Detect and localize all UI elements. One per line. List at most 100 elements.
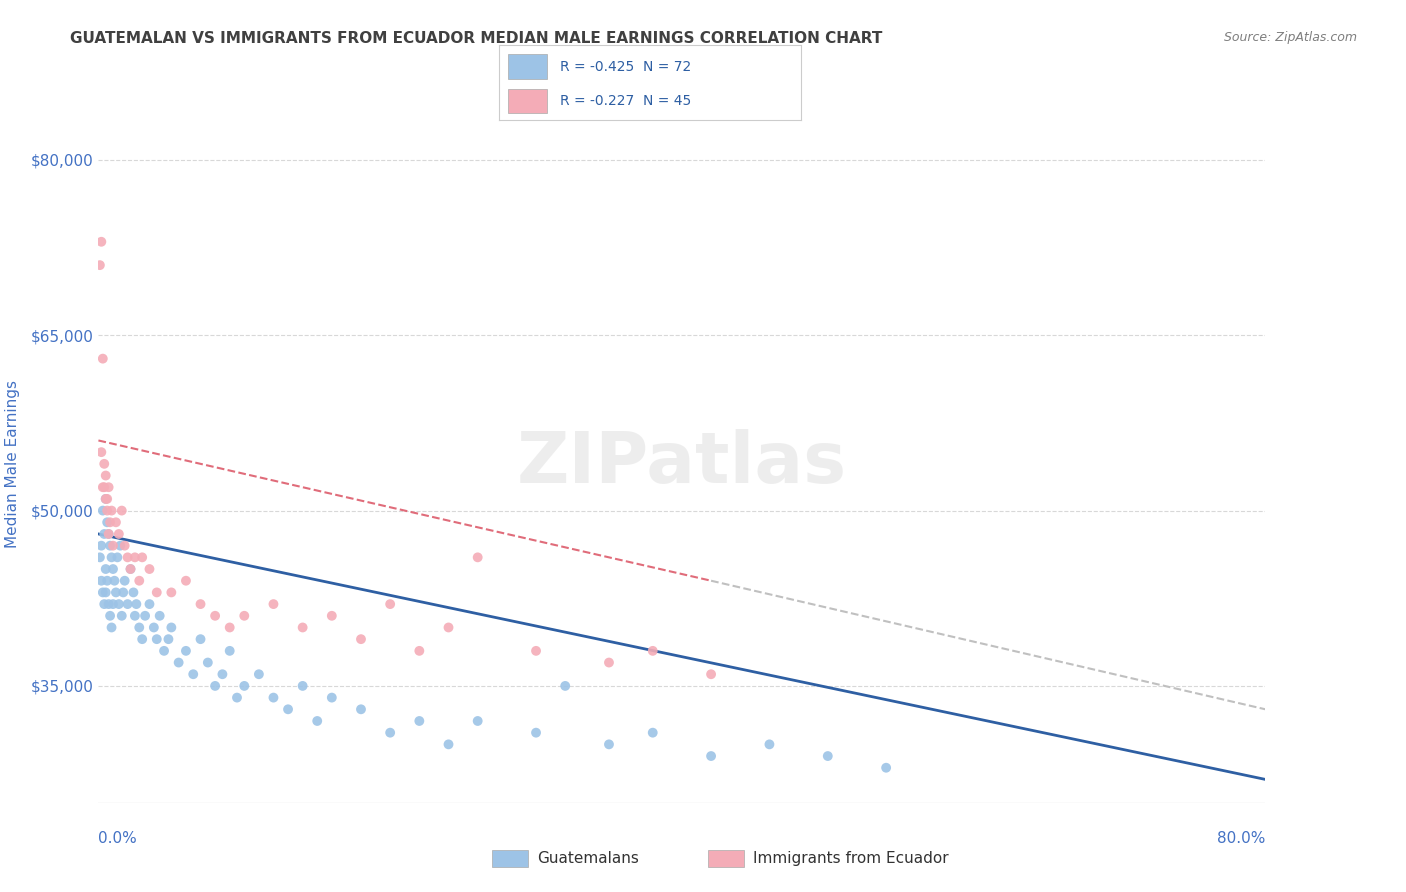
Point (100, 503, 122, 517)
Point (262, 597, 284, 611)
Point (598, 656, 620, 670)
Point (124, 608, 146, 623)
Point (101, 597, 124, 611)
Point (204, 679, 226, 693)
Point (117, 550, 139, 565)
Point (131, 632, 153, 647)
Point (103, 574, 125, 588)
Point (817, 749, 839, 764)
Text: R = -0.227  N = 45: R = -0.227 N = 45 (560, 94, 690, 108)
Point (247, 667, 270, 681)
Point (226, 690, 249, 705)
Point (190, 597, 212, 611)
Point (146, 632, 169, 647)
Point (134, 608, 156, 623)
Point (100, 620, 122, 634)
Point (437, 620, 460, 634)
Point (467, 714, 489, 728)
Point (89, 550, 111, 565)
Point (277, 702, 299, 716)
Point (190, 632, 212, 647)
Point (160, 620, 183, 634)
Point (167, 656, 190, 670)
Text: Source: ZipAtlas.com: Source: ZipAtlas.com (1223, 31, 1357, 45)
Point (90, 574, 112, 588)
Point (104, 516, 127, 530)
Point (378, 725, 402, 739)
Point (700, 749, 723, 764)
Point (94, 585, 117, 599)
Point (204, 608, 226, 623)
Point (104, 585, 127, 599)
Point (138, 562, 160, 576)
Point (97, 527, 120, 541)
Point (108, 527, 131, 541)
Point (97, 480, 120, 494)
Text: Guatemalans: Guatemalans (537, 851, 638, 866)
Bar (508, 88, 547, 112)
Point (211, 667, 233, 681)
Text: R = -0.425  N = 72: R = -0.425 N = 72 (560, 60, 690, 73)
Point (378, 597, 402, 611)
Point (218, 644, 240, 658)
Point (160, 585, 183, 599)
Point (131, 550, 153, 565)
Point (94, 562, 117, 576)
Point (321, 608, 343, 623)
Point (218, 620, 240, 634)
Point (111, 608, 134, 623)
Point (96, 516, 118, 530)
Text: 80.0%: 80.0% (1218, 831, 1265, 846)
Point (321, 690, 343, 705)
Point (114, 574, 136, 588)
Point (90, 539, 112, 553)
Point (120, 562, 142, 576)
Point (97, 527, 120, 541)
Point (108, 597, 131, 611)
Text: ZIPatlas: ZIPatlas (517, 429, 846, 499)
Point (408, 714, 430, 728)
Point (291, 679, 314, 693)
Point (641, 725, 664, 739)
Point (89, 258, 111, 272)
Point (91, 351, 114, 366)
Point (598, 737, 620, 751)
Y-axis label: Median Male Earnings: Median Male Earnings (4, 380, 20, 548)
Point (128, 574, 150, 588)
Text: 0.0%: 0.0% (98, 831, 138, 846)
Point (153, 644, 176, 658)
Point (437, 737, 460, 751)
Point (117, 597, 139, 611)
Point (101, 562, 124, 576)
Point (875, 761, 897, 775)
Point (554, 679, 576, 693)
Point (124, 550, 146, 565)
Text: Immigrants from Ecuador: Immigrants from Ecuador (754, 851, 949, 866)
Point (146, 585, 169, 599)
Point (112, 585, 135, 599)
Point (233, 679, 256, 693)
Point (98, 516, 121, 530)
Point (350, 702, 373, 716)
Point (90, 445, 112, 459)
Point (105, 550, 128, 565)
Point (91, 503, 114, 517)
Point (94, 491, 117, 506)
Point (94, 491, 117, 506)
Point (524, 644, 547, 658)
Point (174, 644, 197, 658)
Point (181, 667, 204, 681)
Point (101, 539, 124, 553)
Point (114, 539, 136, 553)
Point (97, 597, 120, 611)
Point (111, 503, 134, 517)
Point (291, 620, 314, 634)
Point (93, 457, 115, 471)
Point (758, 737, 780, 751)
Text: GUATEMALAN VS IMMIGRANTS FROM ECUADOR MEDIAN MALE EARNINGS CORRELATION CHART: GUATEMALAN VS IMMIGRANTS FROM ECUADOR ME… (70, 31, 883, 46)
Point (91, 480, 114, 494)
Point (96, 574, 118, 588)
Point (262, 690, 284, 705)
Point (128, 620, 150, 634)
Point (93, 480, 115, 494)
